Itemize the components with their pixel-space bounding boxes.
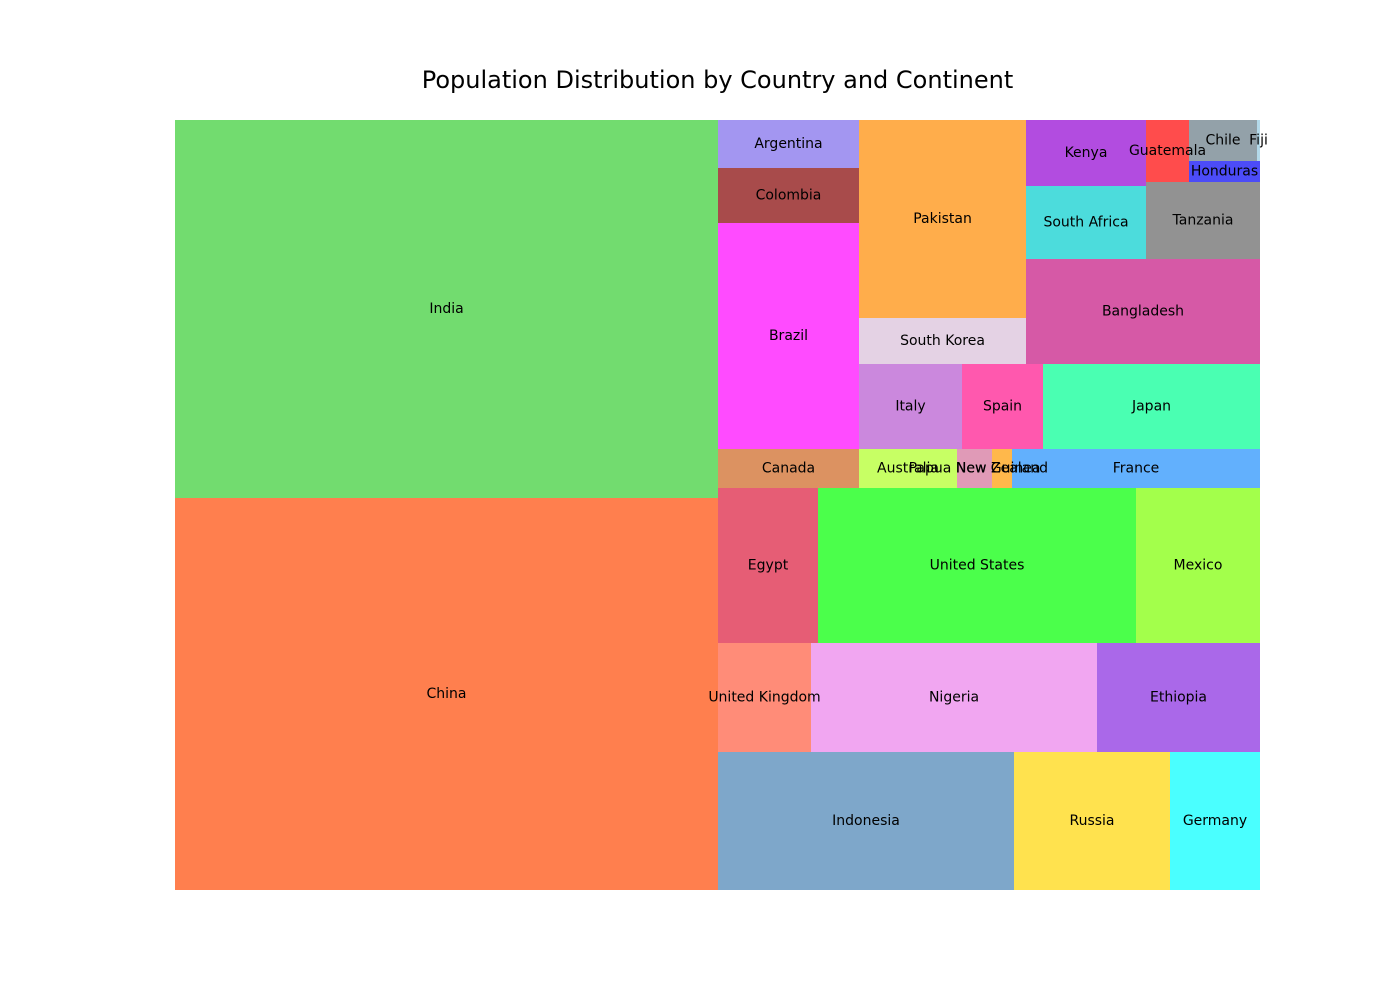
label-united-kingdom: United Kingdom [708,690,820,706]
tile-nigeria [811,643,1097,752]
tile-united-kingdom [718,643,811,752]
label-germany: Germany [1183,813,1247,829]
label-italy: Italy [895,399,925,415]
tile-colombia [718,168,859,223]
tile-italy [859,364,962,449]
label-tanzania: Tanzania [1172,213,1234,229]
tile-japan [1043,364,1260,449]
label-nigeria: Nigeria [929,690,979,706]
tile-fiji [1257,120,1260,161]
label-guatemala: Guatemala [1129,143,1206,159]
label-south-korea: South Korea [900,333,985,349]
label-spain: Spain [983,399,1022,415]
tile-bangladesh [1026,259,1260,364]
tile-china [175,498,718,890]
tile-new-zealand [992,449,1012,488]
label-brazil: Brazil [769,328,808,344]
tile-canada [718,449,859,488]
label-australia: Australia [877,461,939,477]
label-chile: Chile [1205,133,1240,149]
tile-tanzania [1146,182,1260,259]
label-fiji: Fiji [1249,133,1268,149]
label-honduras: Honduras [1191,164,1258,180]
label-indonesia: Indonesia [832,813,900,829]
label-papua-new-guinea: Papua New Guinea [909,461,1041,477]
label-india: India [429,301,463,317]
label-new-zealand: New Zealand [956,461,1048,477]
chart-title: Population Distribution by Country and C… [421,66,1014,94]
tile-indonesia [718,752,1014,890]
label-bangladesh: Bangladesh [1102,304,1184,320]
tile-ethiopia [1097,643,1260,752]
label-canada: Canada [762,461,815,477]
label-china: China [427,686,467,702]
tile-kenya [1026,120,1146,186]
tile-germany [1170,752,1260,890]
tile-united-states [818,488,1136,643]
tile-australia [859,449,957,488]
tile-argentina [718,120,859,168]
label-argentina: Argentina [754,136,822,152]
label-japan: Japan [1131,399,1171,415]
tile-russia [1014,752,1170,890]
label-egypt: Egypt [748,558,789,574]
label-ethiopia: Ethiopia [1150,690,1207,706]
label-mexico: Mexico [1174,558,1223,574]
tile-france [1012,449,1260,488]
tile-chile [1189,120,1257,161]
tile-south-korea [859,318,1026,364]
tile-honduras [1189,161,1260,182]
label-russia: Russia [1069,813,1114,829]
tile-egypt [718,488,818,643]
label-kenya: Kenya [1065,145,1108,161]
label-colombia: Colombia [756,188,822,204]
label-france: France [1113,461,1160,477]
tile-pakistan [859,120,1026,318]
tile-south-africa [1026,186,1146,259]
tile-papua-new-guinea [957,449,992,488]
label-united-states: United States [930,558,1025,574]
label-pakistan: Pakistan [913,211,972,227]
tile-spain [962,364,1043,449]
tile-guatemala [1146,120,1189,182]
tile-india [175,120,718,498]
label-south-africa: South Africa [1043,215,1128,231]
tile-mexico [1136,488,1260,643]
tile-brazil [718,223,859,449]
